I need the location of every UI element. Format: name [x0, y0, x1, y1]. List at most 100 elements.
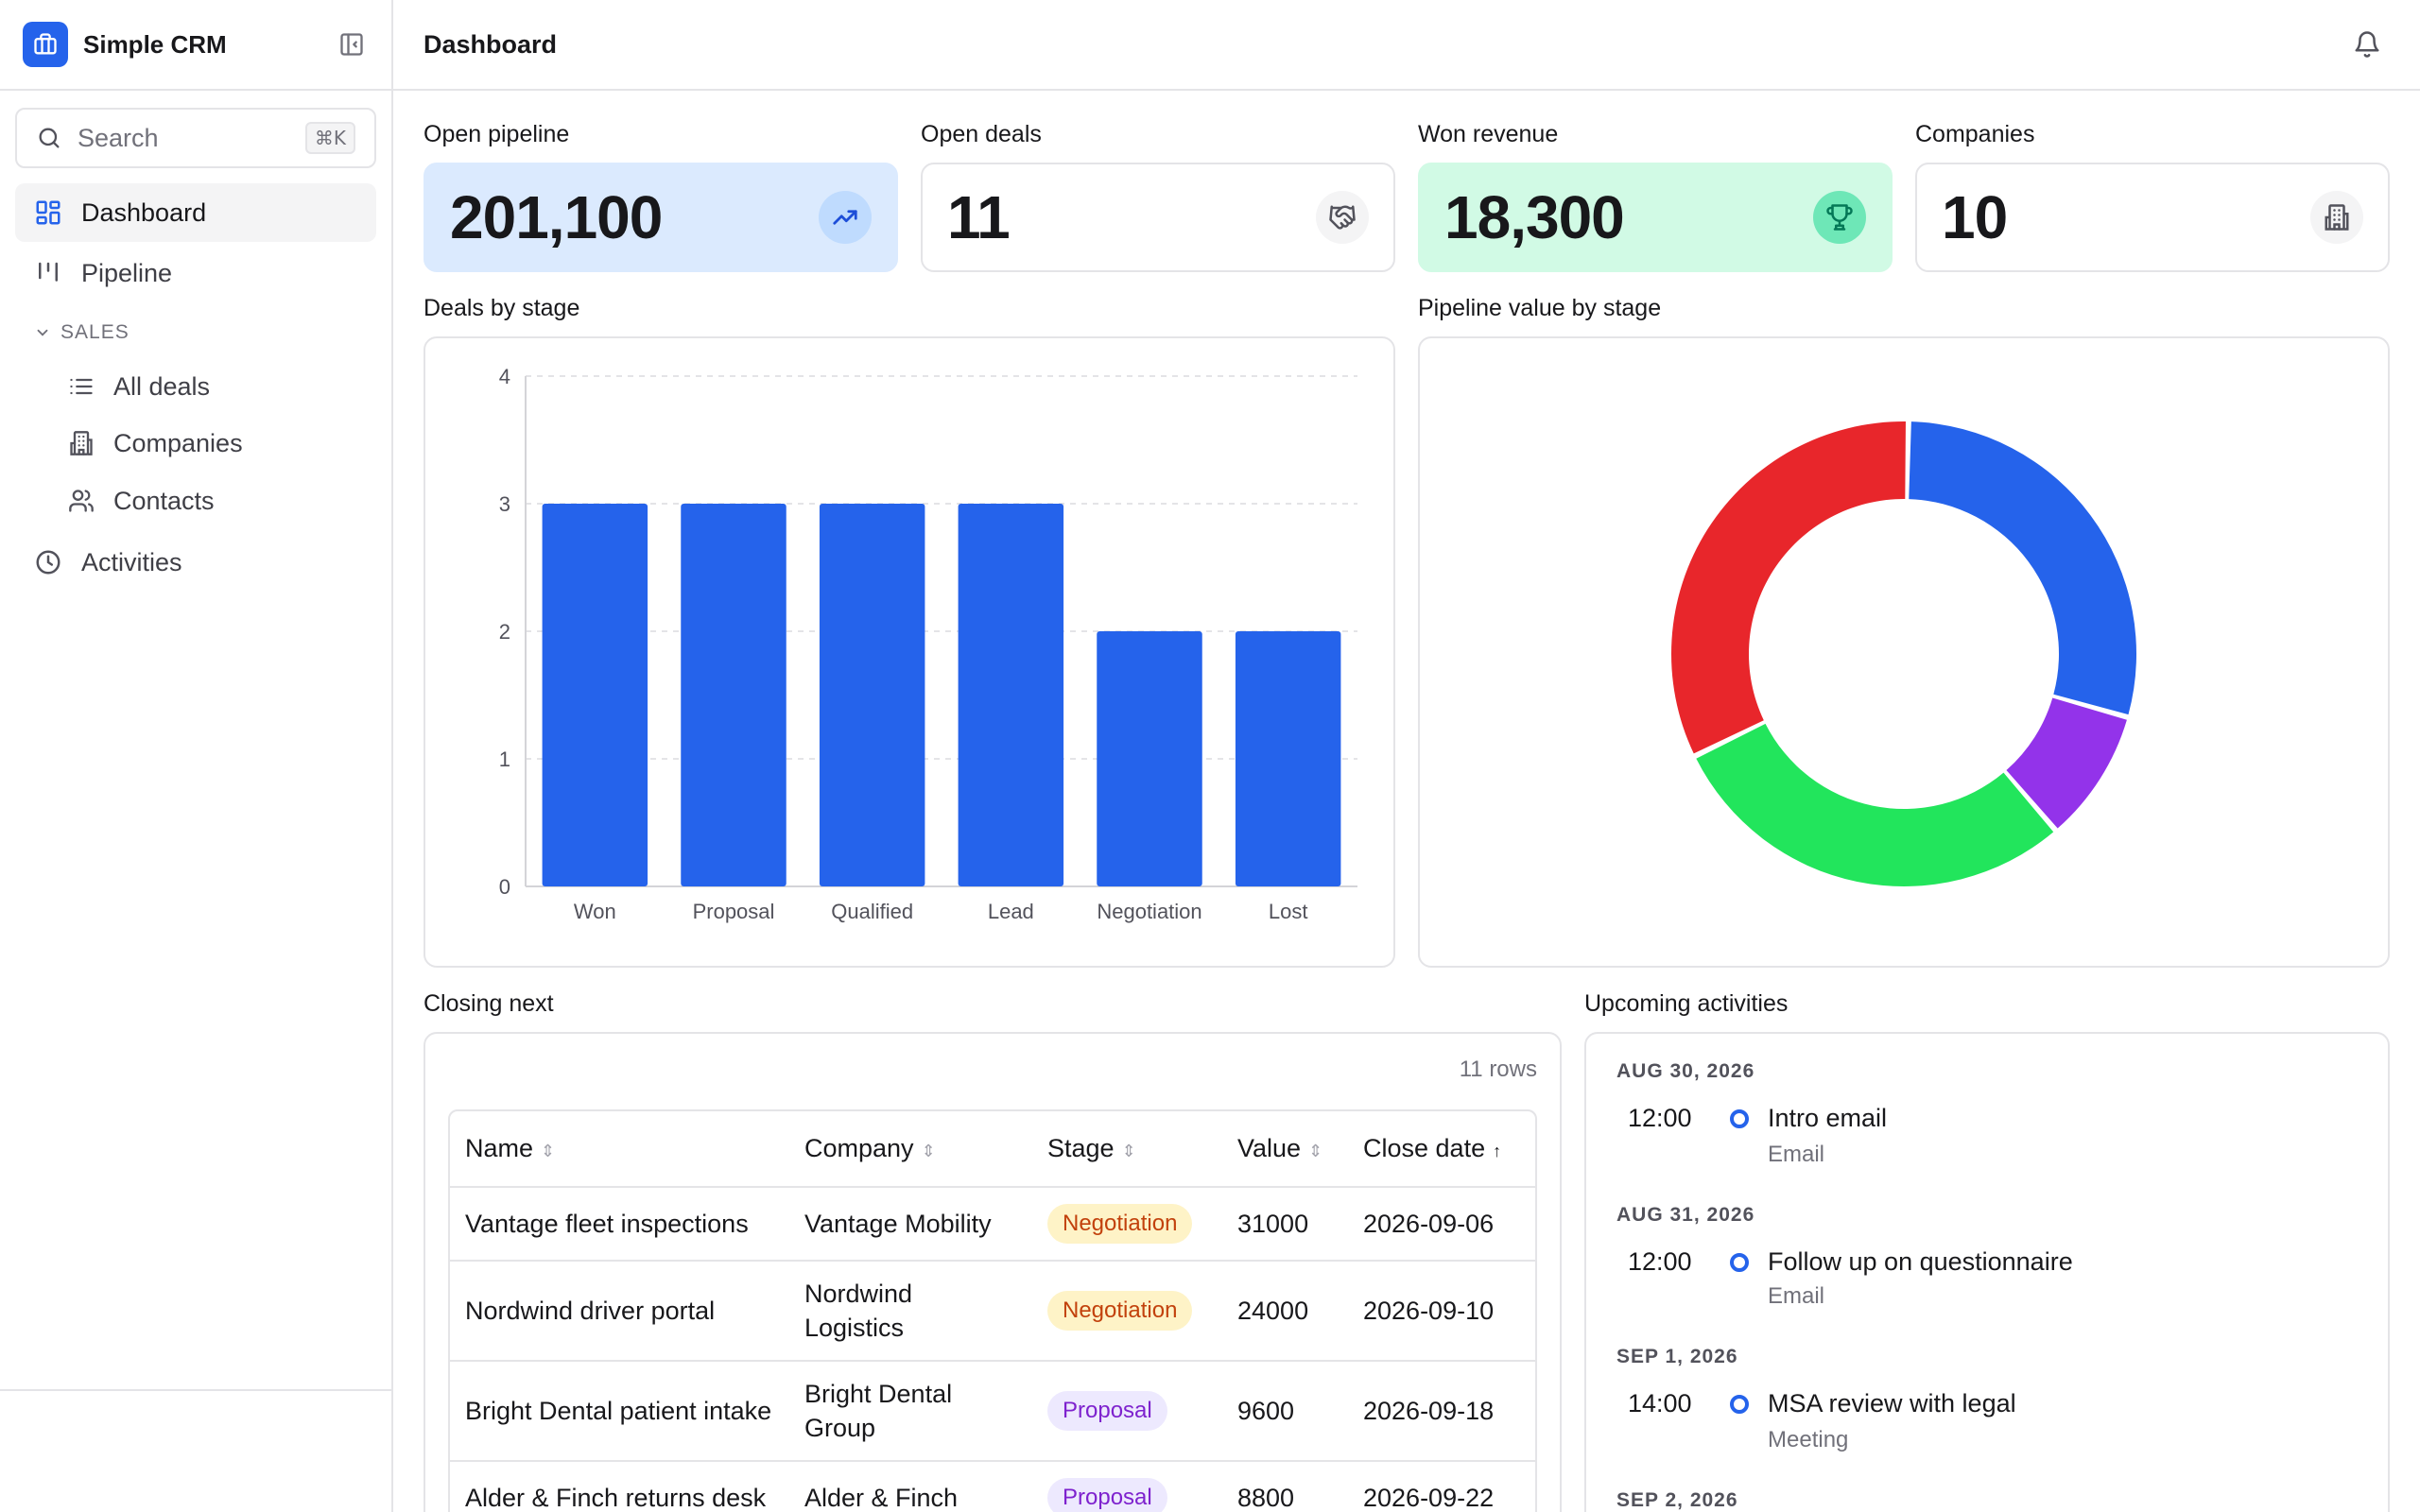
kpi-label: Won revenue	[1418, 121, 1559, 147]
activity-time: 12:00	[1628, 1104, 1692, 1132]
column-header-close-date[interactable]: Close date ↑	[1348, 1111, 1535, 1188]
column-header-value[interactable]: Value ⇕	[1222, 1111, 1348, 1188]
cell-value: 8800	[1222, 1461, 1348, 1512]
cell-name: Nordwind driver portal	[450, 1261, 789, 1362]
deals-by-stage-panel: 0 1 2 3 4 Won Proposal Qualified Lead Negotiation…	[424, 336, 1395, 968]
pipeline-icon	[39, 262, 58, 282]
arrow-up-icon: ↑	[1493, 1142, 1502, 1160]
sidebar-section-sales[interactable]: SALES	[34, 321, 130, 344]
activity-dot-icon	[1730, 1109, 1749, 1128]
sidebar-divider	[0, 1389, 391, 1391]
kpi-card-open-pipeline: 201,100	[424, 163, 898, 272]
bar[interactable]	[542, 504, 648, 886]
trending-up-icon	[819, 191, 872, 244]
header: Dashboard	[393, 0, 2420, 91]
activity-date: SEP 2, 2026	[1616, 1489, 1738, 1511]
sidebar-item-activities[interactable]: Activities	[15, 533, 376, 592]
row-count: 11 rows	[1459, 1057, 1537, 1082]
x-tick-label: Lost	[1269, 900, 1308, 923]
kpi-value: 10	[1942, 183, 2008, 251]
activity-dot-icon	[1730, 1395, 1749, 1414]
cell-close-date: 2026-09-18	[1348, 1361, 1535, 1462]
cell-close-date: 2026-09-22	[1348, 1461, 1535, 1512]
table-row[interactable]: Nordwind driver portal Nordwind Logistic…	[450, 1261, 1535, 1362]
y-tick-label: 2	[499, 620, 510, 644]
cell-company: Alder & Finch	[789, 1461, 1032, 1512]
cell-name: Alder & Finch returns desk	[450, 1461, 789, 1512]
upcoming-activities-panel: AUG 30, 2026 12:00 Intro email Email AUG…	[1584, 1032, 2390, 1512]
closing-next-panel: 11 rows Name ⇕ Company ⇕ Stage ⇕ Value ⇕ Clo…	[424, 1032, 1562, 1512]
x-tick-label: Proposal	[693, 900, 775, 923]
activity-time: 12:00	[1628, 1247, 1692, 1276]
clock-icon	[36, 550, 60, 575]
table-header-row: Name ⇕ Company ⇕ Stage ⇕ Value ⇕ Close date ↑	[450, 1111, 1535, 1188]
cell-value: 31000	[1222, 1187, 1348, 1262]
panel-title-deals-by-stage: Deals by stage	[424, 295, 580, 321]
sidebar-item-pipeline[interactable]: Pipeline	[15, 244, 376, 302]
search-placeholder: Search	[78, 123, 159, 152]
activity-date: AUG 31, 2026	[1616, 1204, 1755, 1226]
search-input[interactable]: Search ⌘K	[15, 108, 376, 168]
donut-slice[interactable]	[1696, 723, 2054, 886]
sort-icon: ⇕	[921, 1142, 936, 1160]
stage-badge: Proposal	[1047, 1391, 1167, 1431]
activity-title[interactable]: MSA review with legal	[1768, 1389, 2016, 1418]
notifications-button[interactable]	[2344, 22, 2390, 67]
donut-slice[interactable]	[1671, 421, 1906, 754]
kpi-value: 11	[947, 183, 1011, 251]
column-header-stage[interactable]: Stage ⇕	[1032, 1111, 1222, 1188]
pipeline-value-chart	[1671, 421, 2136, 886]
bar[interactable]	[681, 504, 786, 886]
column-header-name[interactable]: Name ⇕	[450, 1111, 789, 1188]
building-icon	[70, 431, 93, 455]
donut-slice[interactable]	[2006, 697, 2127, 829]
bar[interactable]	[1235, 631, 1341, 886]
activity-date: AUG 30, 2026	[1616, 1060, 1755, 1082]
bar[interactable]	[1097, 631, 1202, 886]
handshake-icon	[1316, 191, 1369, 244]
x-tick-label: Qualified	[831, 900, 913, 923]
sidebar-item-label: Pipeline	[81, 258, 173, 287]
activity-date: SEP 1, 2026	[1616, 1346, 1738, 1367]
activity-type: Email	[1768, 1142, 1825, 1167]
column-header-company[interactable]: Company ⇕	[789, 1111, 1032, 1188]
kpi-label: Open pipeline	[424, 121, 570, 147]
sidebar-item-label: Dashboard	[81, 198, 207, 227]
table-row[interactable]: Vantage fleet inspections Vantage Mobili…	[450, 1187, 1535, 1262]
deals-by-stage-chart: 0 1 2 3 4 Won Proposal Qualified Lead Negotiation…	[499, 365, 1357, 923]
donut-slice[interactable]	[1909, 421, 2136, 715]
panel-title-pipeline-value: Pipeline value by stage	[1418, 295, 1662, 321]
dashboard-icon	[36, 200, 60, 225]
sidebar-item-label: Companies	[113, 428, 243, 457]
activity-title[interactable]: Intro email	[1768, 1104, 1888, 1132]
sidebar-collapse-button[interactable]	[335, 27, 369, 61]
sort-icon: ⇕	[1308, 1142, 1323, 1160]
sidebar-item-companies[interactable]: Companies	[49, 416, 376, 471]
list-icon	[70, 378, 93, 395]
activity-title[interactable]: Follow up on questionnaire	[1768, 1247, 2073, 1276]
table-row[interactable]: Alder & Finch returns desk Alder & Finch…	[450, 1461, 1535, 1512]
bar[interactable]	[958, 504, 1064, 886]
x-tick-label: Negotiation	[1097, 900, 1201, 923]
page-title: Dashboard	[424, 29, 558, 59]
sidebar-item-label: All deals	[113, 371, 211, 401]
sidebar-item-dashboard[interactable]: Dashboard	[15, 183, 376, 242]
search-icon	[39, 128, 60, 148]
sidebar-item-contacts[interactable]: Contacts	[49, 473, 376, 528]
cell-company: Vantage Mobility	[789, 1187, 1032, 1262]
bar[interactable]	[819, 504, 925, 886]
cell-name: Vantage fleet inspections	[450, 1187, 789, 1262]
stage-badge: Negotiation	[1047, 1204, 1193, 1244]
sidebar-item-all-deals[interactable]: All deals	[49, 359, 376, 414]
pipeline-value-panel	[1418, 336, 2390, 968]
users-icon	[69, 490, 94, 512]
bell-icon	[2355, 31, 2379, 58]
cell-name: Bright Dental patient intake	[450, 1361, 789, 1462]
y-tick-label: 0	[499, 875, 510, 899]
closing-table: Name ⇕ Company ⇕ Stage ⇕ Value ⇕ Close date ↑…	[448, 1109, 1537, 1512]
search-shortcut: ⌘K	[304, 122, 355, 154]
x-tick-label: Lead	[988, 900, 1034, 923]
chevron-down-icon	[37, 329, 48, 336]
kpi-card-won-revenue: 18,300	[1418, 163, 1893, 272]
table-row[interactable]: Bright Dental patient intake Bright Dent…	[450, 1361, 1535, 1462]
